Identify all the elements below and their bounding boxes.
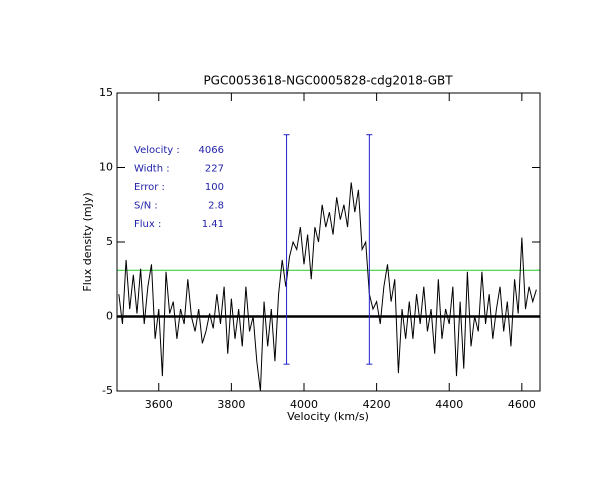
x-tick-label: 4200 [363, 398, 391, 411]
x-tick-label: 4400 [435, 398, 463, 411]
annotation-value: 2.8 [208, 201, 224, 212]
y-tick-label: 0 [106, 310, 113, 323]
annotation-label: Width : [134, 164, 170, 175]
y-tick-label: 15 [99, 86, 113, 99]
y-tick-label: 5 [106, 235, 113, 248]
x-axis-label: Velocity (km/s) [287, 410, 369, 423]
x-tick-label: 4000 [290, 398, 318, 411]
chart-title: PGC0053618-NGC0005828-cdg2018-GBT [203, 74, 453, 88]
y-axis-label: Flux density (mJy) [81, 192, 94, 291]
annotation-label: Error : [134, 182, 165, 193]
spectrum-line [118, 182, 537, 392]
x-tick-label: 3600 [145, 398, 173, 411]
annotation-value: 4066 [199, 145, 224, 156]
annotation-label: S/N : [134, 201, 158, 212]
y-tick-label: -5 [102, 384, 113, 397]
annotation-value: 1.41 [202, 219, 224, 230]
annotation-label: Flux : [134, 219, 161, 230]
annotation-label: Velocity : [134, 145, 180, 156]
annotation-value: 100 [205, 182, 224, 193]
x-tick-label: 4600 [508, 398, 536, 411]
y-tick-label: 10 [99, 161, 113, 174]
x-tick-label: 3800 [217, 398, 245, 411]
annotation-value: 227 [205, 164, 224, 175]
